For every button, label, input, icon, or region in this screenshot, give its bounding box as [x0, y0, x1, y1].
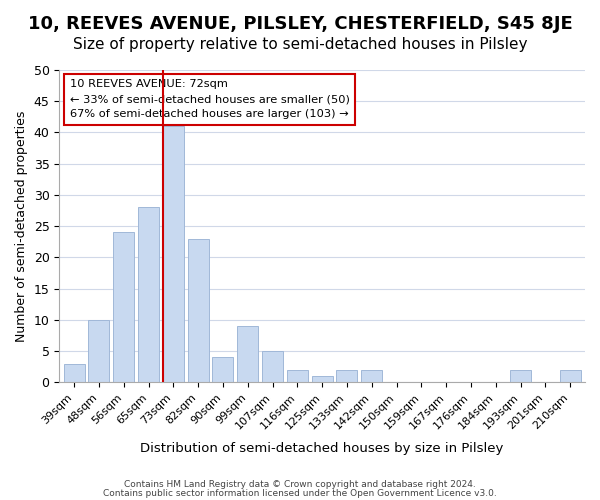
- Bar: [88, 320, 109, 382]
- Bar: [113, 232, 134, 382]
- Bar: [64, 364, 85, 382]
- Bar: [337, 370, 358, 382]
- Text: 10, REEVES AVENUE, PILSLEY, CHESTERFIELD, S45 8JE: 10, REEVES AVENUE, PILSLEY, CHESTERFIELD…: [28, 15, 572, 33]
- Bar: [262, 351, 283, 382]
- Bar: [212, 358, 233, 382]
- Bar: [311, 376, 332, 382]
- Y-axis label: Number of semi-detached properties: Number of semi-detached properties: [15, 110, 28, 342]
- X-axis label: Distribution of semi-detached houses by size in Pilsley: Distribution of semi-detached houses by …: [140, 442, 504, 455]
- Text: Contains HM Land Registry data © Crown copyright and database right 2024.: Contains HM Land Registry data © Crown c…: [124, 480, 476, 489]
- Bar: [163, 126, 184, 382]
- Bar: [560, 370, 581, 382]
- Bar: [510, 370, 531, 382]
- Text: Contains public sector information licensed under the Open Government Licence v3: Contains public sector information licen…: [103, 489, 497, 498]
- Bar: [188, 238, 209, 382]
- Text: 10 REEVES AVENUE: 72sqm
← 33% of semi-detached houses are smaller (50)
67% of se: 10 REEVES AVENUE: 72sqm ← 33% of semi-de…: [70, 80, 350, 119]
- Text: Size of property relative to semi-detached houses in Pilsley: Size of property relative to semi-detach…: [73, 38, 527, 52]
- Bar: [287, 370, 308, 382]
- Bar: [138, 208, 159, 382]
- Bar: [237, 326, 258, 382]
- Bar: [361, 370, 382, 382]
